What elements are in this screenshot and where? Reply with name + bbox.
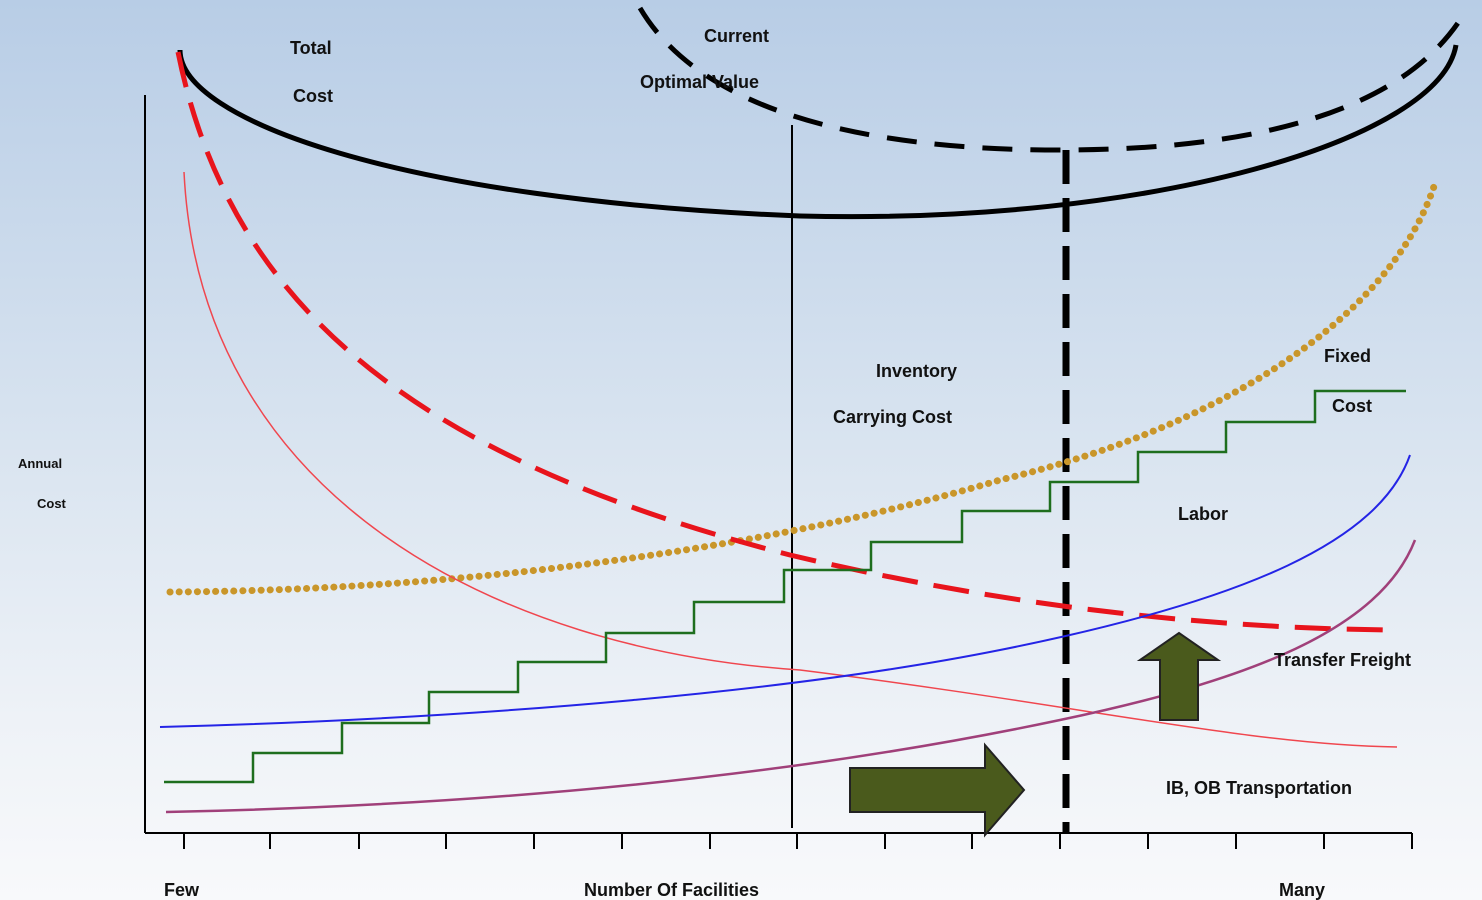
total-cost-label-2: Cost [293,86,333,106]
total-cost-curve [177,44,1459,220]
inventory-carrying-cost-curve [166,176,1440,596]
x-axis-ticks [183,833,1413,849]
inventory-label-1: Inventory [876,361,957,381]
current-total-cost-dashed-curve [637,6,1463,153]
up-arrow [1136,631,1222,721]
y-axis-label-2: Cost [37,496,67,511]
x-axis-label-right: Many [1279,880,1325,900]
optimal-value-label: Optimal Value [640,72,759,92]
x-axis-label-center: Number Of Facilities [584,880,759,900]
ib-ob-transport-dashed-curve [175,51,1391,633]
x-axis-label-left: Few [164,880,200,900]
y-axis-label-1: Annual [18,456,62,471]
labor-curve [159,454,1411,728]
total-cost-label-1: Total [290,38,332,58]
transfer-freight-label: Transfer Freight [1274,650,1411,670]
ib-ob-label: IB, OB Transportation [1166,778,1352,798]
ib-ob-transport-thin-curve [183,171,1398,748]
fixed-cost-label-1: Fixed [1324,346,1371,366]
fixed-cost-label-2: Cost [1332,396,1372,416]
inventory-label-2: Carrying Cost [833,407,952,427]
transfer-freight-curve [165,539,1417,814]
current-label: Current [704,26,769,46]
right-arrow [849,742,1026,838]
fixed-cost-step-line [164,389,1406,784]
labor-label: Labor [1178,504,1228,524]
